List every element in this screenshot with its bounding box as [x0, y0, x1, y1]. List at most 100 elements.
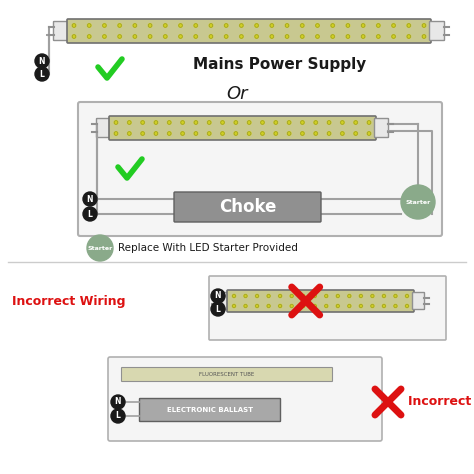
Circle shape	[141, 132, 145, 135]
Circle shape	[103, 35, 106, 38]
Circle shape	[301, 304, 305, 308]
Text: ELECTRONIC BALLAST: ELECTRONIC BALLAST	[167, 407, 253, 413]
FancyBboxPatch shape	[209, 276, 446, 340]
Circle shape	[247, 121, 251, 124]
Circle shape	[348, 304, 351, 308]
Circle shape	[354, 121, 357, 124]
Circle shape	[422, 35, 426, 38]
Circle shape	[35, 54, 49, 68]
Circle shape	[221, 121, 224, 124]
Circle shape	[401, 185, 435, 219]
Circle shape	[232, 304, 236, 308]
Circle shape	[422, 24, 426, 27]
Circle shape	[267, 294, 270, 298]
Circle shape	[221, 132, 224, 135]
Circle shape	[133, 35, 137, 38]
Circle shape	[301, 121, 304, 124]
Circle shape	[371, 294, 374, 298]
Circle shape	[367, 121, 371, 124]
Circle shape	[316, 24, 319, 27]
Circle shape	[314, 121, 318, 124]
Circle shape	[383, 294, 385, 298]
Circle shape	[118, 35, 121, 38]
Circle shape	[87, 24, 91, 27]
Circle shape	[167, 132, 171, 135]
Text: FLUORESCENT TUBE: FLUORESCENT TUBE	[200, 372, 255, 377]
Text: Incorrect Wiring: Incorrect Wiring	[408, 395, 474, 409]
Circle shape	[128, 132, 131, 135]
Circle shape	[331, 35, 335, 38]
FancyBboxPatch shape	[429, 21, 445, 40]
Circle shape	[224, 35, 228, 38]
Circle shape	[114, 132, 118, 135]
FancyBboxPatch shape	[109, 116, 376, 140]
Circle shape	[247, 132, 251, 135]
Circle shape	[87, 35, 91, 38]
Text: Or: Or	[226, 85, 248, 103]
Circle shape	[111, 395, 125, 409]
Text: N: N	[215, 292, 221, 301]
Circle shape	[194, 24, 198, 27]
Text: L: L	[116, 411, 120, 420]
Circle shape	[234, 132, 237, 135]
Circle shape	[392, 24, 395, 27]
Circle shape	[316, 35, 319, 38]
Circle shape	[336, 304, 339, 308]
FancyBboxPatch shape	[78, 102, 442, 236]
Circle shape	[367, 132, 371, 135]
Circle shape	[154, 121, 158, 124]
FancyBboxPatch shape	[374, 118, 389, 137]
Circle shape	[179, 35, 182, 38]
Circle shape	[287, 121, 291, 124]
Circle shape	[209, 24, 213, 27]
Circle shape	[261, 121, 264, 124]
Circle shape	[239, 35, 243, 38]
Circle shape	[255, 35, 258, 38]
Circle shape	[361, 24, 365, 27]
Circle shape	[87, 235, 113, 261]
Circle shape	[313, 294, 316, 298]
Circle shape	[72, 35, 76, 38]
Circle shape	[239, 24, 243, 27]
Circle shape	[72, 24, 76, 27]
FancyBboxPatch shape	[217, 292, 228, 310]
Circle shape	[279, 294, 282, 298]
Circle shape	[290, 304, 293, 308]
Circle shape	[211, 302, 225, 316]
Circle shape	[114, 121, 118, 124]
Text: Replace With LED Starter Provided: Replace With LED Starter Provided	[118, 243, 298, 253]
Circle shape	[164, 24, 167, 27]
Circle shape	[83, 192, 97, 206]
Circle shape	[327, 121, 331, 124]
Circle shape	[301, 132, 304, 135]
Circle shape	[359, 294, 363, 298]
Text: Choke: Choke	[219, 198, 276, 216]
Circle shape	[118, 24, 121, 27]
Text: N: N	[115, 398, 121, 407]
Text: Starter: Starter	[87, 246, 113, 250]
FancyBboxPatch shape	[97, 118, 110, 137]
Text: L: L	[216, 304, 220, 313]
Circle shape	[325, 294, 328, 298]
Circle shape	[208, 121, 211, 124]
Circle shape	[261, 132, 264, 135]
Circle shape	[255, 24, 258, 27]
Circle shape	[331, 24, 335, 27]
Text: Starter: Starter	[405, 200, 430, 204]
Text: L: L	[39, 70, 45, 79]
Circle shape	[208, 132, 211, 135]
Circle shape	[361, 35, 365, 38]
Circle shape	[346, 24, 350, 27]
Circle shape	[274, 132, 278, 135]
Circle shape	[340, 132, 344, 135]
Circle shape	[270, 24, 273, 27]
FancyBboxPatch shape	[227, 290, 414, 312]
Circle shape	[290, 294, 293, 298]
Circle shape	[285, 35, 289, 38]
Circle shape	[301, 35, 304, 38]
Circle shape	[327, 132, 331, 135]
Circle shape	[407, 35, 410, 38]
Circle shape	[224, 24, 228, 27]
Circle shape	[274, 121, 278, 124]
Circle shape	[359, 304, 363, 308]
